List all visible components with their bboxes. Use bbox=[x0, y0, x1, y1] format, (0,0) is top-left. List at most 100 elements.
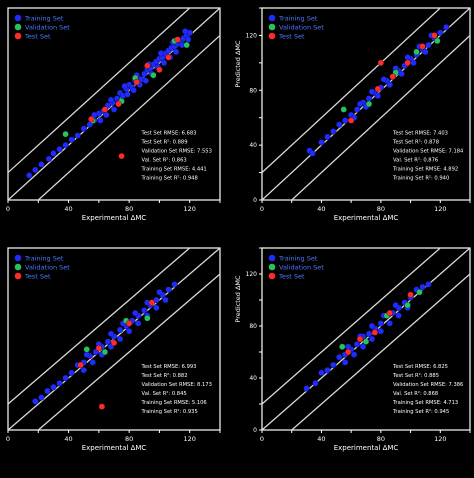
data-point bbox=[107, 330, 115, 337]
data-point bbox=[422, 48, 429, 56]
data-point bbox=[350, 351, 358, 358]
data-point bbox=[371, 329, 379, 336]
data-point bbox=[98, 403, 106, 410]
data-point bbox=[377, 59, 385, 67]
x-axis-label: Experimental ΔMC bbox=[334, 214, 399, 222]
data-point bbox=[374, 92, 382, 99]
legend-marker bbox=[14, 263, 22, 271]
data-point bbox=[389, 73, 396, 80]
x-tick-label: 80 bbox=[377, 435, 385, 443]
data-point bbox=[330, 128, 337, 135]
x-tick-label: 0 bbox=[6, 435, 10, 443]
data-point bbox=[68, 369, 75, 376]
metric-line: Validation Set RMSE: 7.386 bbox=[393, 382, 463, 388]
data-point bbox=[165, 286, 172, 293]
plot-frame bbox=[261, 7, 471, 201]
data-point bbox=[312, 380, 319, 387]
data-point bbox=[336, 121, 343, 128]
metric-line: Val. Set R²: 0.845 bbox=[142, 391, 187, 397]
metric-line: Validation Set RMSE: 8.173 bbox=[142, 382, 212, 388]
data-point bbox=[56, 380, 63, 387]
legend-label: Training Set bbox=[278, 15, 318, 23]
data-point bbox=[44, 387, 51, 395]
metric-line: Test Set RMSE: 6.683 bbox=[141, 131, 197, 137]
legend-label: Validation Set bbox=[279, 264, 324, 272]
x-tick-label: 40 bbox=[64, 435, 72, 443]
data-point bbox=[324, 133, 331, 141]
data-point bbox=[125, 328, 133, 335]
legend-marker bbox=[14, 32, 22, 40]
data-point bbox=[318, 369, 325, 376]
data-point bbox=[133, 78, 140, 86]
plot-frame bbox=[7, 247, 221, 431]
data-point bbox=[437, 29, 444, 36]
legend-label: Training Set bbox=[24, 255, 64, 263]
data-point bbox=[83, 346, 90, 353]
data-point bbox=[380, 76, 387, 83]
data-point bbox=[104, 338, 112, 345]
x-tick-label: 0 bbox=[260, 435, 264, 443]
data-point bbox=[103, 111, 110, 119]
data-point bbox=[392, 302, 399, 309]
data-point bbox=[38, 161, 45, 168]
data-point bbox=[165, 54, 172, 61]
data-point bbox=[132, 309, 139, 317]
data-point bbox=[89, 359, 96, 366]
data-point bbox=[116, 335, 124, 343]
x-axis-label: Experimental ΔMC bbox=[82, 444, 147, 452]
x-tick-label: 80 bbox=[377, 205, 385, 213]
metric-line: Training Set R²: 0.940 bbox=[392, 176, 449, 182]
legend-marker bbox=[268, 263, 276, 271]
error-band-line bbox=[37, 273, 220, 430]
series-test-set bbox=[345, 291, 414, 356]
data-point bbox=[419, 43, 426, 50]
metric-line: Test Set R²: 0.885 bbox=[392, 373, 439, 379]
data-point bbox=[185, 36, 192, 43]
data-point bbox=[407, 291, 414, 298]
data-point bbox=[309, 150, 316, 157]
data-points bbox=[32, 281, 178, 410]
x-tick-label: 40 bbox=[317, 435, 325, 443]
legend-marker bbox=[268, 23, 276, 31]
metric-line: Validation Set RMSE: 7.553 bbox=[142, 149, 212, 155]
data-point bbox=[318, 139, 325, 146]
data-point bbox=[342, 117, 349, 124]
data-point bbox=[377, 328, 385, 335]
metric-line: Val. Set R²: 0.876 bbox=[393, 158, 438, 164]
data-point bbox=[345, 348, 352, 356]
data-point bbox=[56, 146, 63, 153]
x-tick-label: 0 bbox=[260, 205, 264, 213]
metric-line: Training Set RMSE: 4.713 bbox=[392, 400, 458, 406]
legend-label: Validation Set bbox=[25, 264, 70, 272]
data-point bbox=[141, 307, 148, 314]
data-point bbox=[135, 320, 142, 327]
x-tick-label: 40 bbox=[317, 205, 325, 213]
legend-marker bbox=[14, 272, 22, 280]
data-point bbox=[365, 100, 373, 108]
metrics-block: Test Set RMSE: 6.683 Test Set R²: 0.889 Va… bbox=[141, 131, 212, 182]
data-point bbox=[116, 326, 124, 334]
metric-line: Test Set R²: 0.878 bbox=[392, 140, 439, 146]
data-point bbox=[303, 385, 310, 392]
data-point bbox=[324, 367, 331, 374]
error-band-line bbox=[8, 8, 191, 174]
chart-panel-2: 0 40 80 120 0 40 80 120 Predicted ΔMC Experimenta… bbox=[234, 7, 471, 222]
data-point bbox=[377, 320, 385, 327]
data-point bbox=[125, 320, 133, 327]
data-points bbox=[26, 28, 193, 179]
legend-label: Test Set bbox=[278, 33, 305, 41]
metric-line: Test Set RMSE: 6.825 bbox=[392, 364, 448, 370]
data-point bbox=[101, 106, 109, 113]
metric-line: Training Set RMSE: 4.892 bbox=[392, 167, 458, 173]
legend-label: Test Set bbox=[24, 273, 51, 281]
metric-line: Val. Set R²: 0.868 bbox=[393, 391, 438, 397]
metric-line: Training Set R²: 0.945 bbox=[392, 409, 449, 415]
x-tick-label: 120 bbox=[184, 205, 196, 213]
data-point bbox=[80, 367, 87, 374]
data-point bbox=[425, 41, 432, 49]
data-point bbox=[386, 309, 393, 317]
